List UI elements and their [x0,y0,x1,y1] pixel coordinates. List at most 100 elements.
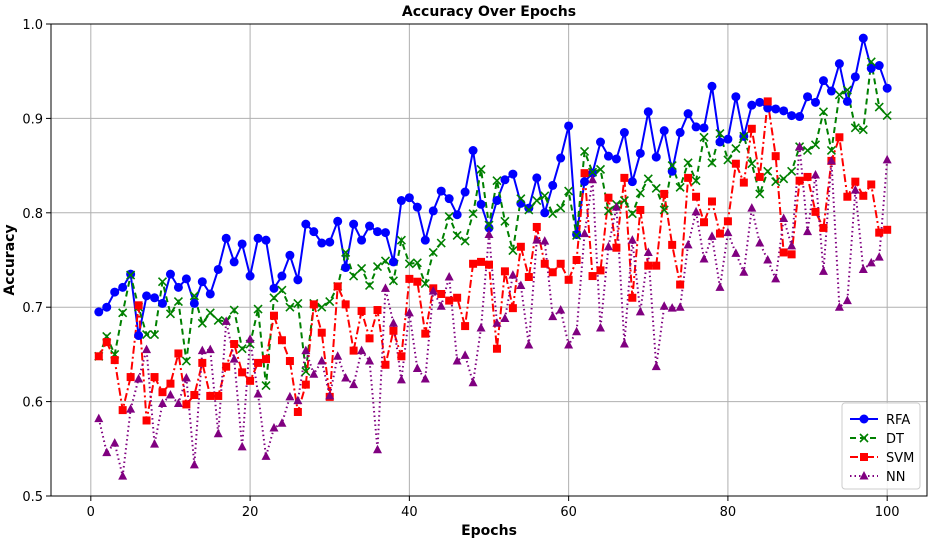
data-point-rfa [444,194,454,204]
data-point-rfa [818,76,828,86]
data-point-dt [349,271,359,281]
data-point-dt [691,176,701,186]
data-point-rfa [102,302,112,312]
data-point-nn [595,322,605,332]
data-point-rfa [253,233,263,243]
data-point-nn [205,344,215,354]
data-point-svm [285,357,294,366]
data-point-nn [237,441,247,451]
series-markers [94,33,892,480]
x-tick-label: 80 [720,505,737,520]
data-point-svm [580,169,589,178]
data-point-svm [875,228,884,237]
data-point-dt [818,107,829,117]
data-point-dt [428,247,438,258]
data-point-nn [420,373,430,383]
data-point-svm [381,360,390,369]
data-point-nn [484,229,494,239]
data-point-svm [166,379,175,388]
data-point-nn [102,447,112,457]
data-point-rfa [651,152,661,162]
data-point-nn [707,231,717,240]
data-point-dt [619,195,629,206]
data-point-nn [524,339,534,349]
data-point-dt [755,189,765,199]
data-point-svm [604,193,613,202]
data-point-svm [771,152,780,161]
data-point-rfa [468,145,478,155]
data-point-rfa [715,137,725,147]
data-point-svm [628,293,637,302]
data-point-svm [620,173,629,182]
data-point-dt [293,298,303,308]
axis-ticks: 0 20 40 60 80 100 0.5 0.6 0.7 0.8 0.9 1.0 [22,18,899,520]
data-point-nn [197,345,207,355]
data-point-nn [293,395,303,405]
x-tick-label: 60 [560,505,577,520]
data-point-svm [859,191,868,200]
data-point-svm [413,277,422,286]
data-point-nn [866,257,876,267]
data-point-nn [619,339,629,348]
data-point-rfa [229,257,239,267]
data-point-dt [173,296,183,307]
data-point-dt [229,305,239,315]
data-point-rfa [396,196,406,206]
data-point-nn [771,273,781,283]
data-point-nn [540,236,550,245]
data-point-rfa [301,219,311,229]
data-point-svm [262,355,271,364]
data-point-rfa [197,277,207,287]
data-point-rfa [118,282,128,292]
data-point-svm [731,159,740,168]
data-point-dt [213,315,223,325]
data-point-svm [365,334,374,343]
data-point-nn [691,206,701,216]
data-point-dt [763,166,773,176]
legend-label-svm: SVM [886,451,914,466]
data-point-rfa [643,107,653,117]
data-point-rfa [142,291,152,301]
data-point-svm [477,257,486,266]
data-point-nn [516,280,526,289]
data-point-dt [157,277,168,287]
data-point-svm [222,362,231,371]
data-point-rfa [858,33,868,43]
data-point-dt [118,308,128,318]
data-point-rfa [882,83,892,93]
data-point-dt [317,302,327,312]
data-point-svm [692,192,701,201]
data-point-dt [579,146,590,157]
data-point-rfa [795,112,805,122]
data-point-dt [548,209,558,219]
data-point-dt [149,330,160,340]
data-point-svm [524,272,533,281]
data-point-rfa [779,106,789,116]
data-point-svm [564,275,573,284]
data-point-rfa [508,169,518,179]
data-point-rfa [277,271,287,281]
data-point-rfa [436,186,446,196]
data-point-nn [373,444,383,454]
data-point-svm [269,311,278,320]
data-point-nn [325,390,335,400]
data-point-nn [118,471,128,480]
data-point-svm [516,242,525,251]
data-point-nn [659,301,669,310]
data-point-dt [834,90,844,100]
data-point-rfa [516,198,526,208]
data-point-dt [587,167,598,177]
data-point-rfa [357,235,367,245]
data-point-dt [372,262,383,272]
data-point-dt [404,259,414,269]
data-point-nn [556,305,566,314]
data-point-dt [572,230,582,241]
data-point-dt [285,302,295,312]
data-point-dt [683,158,693,168]
data-point-dt [341,247,351,258]
data-point-rfa [380,228,390,238]
data-point-svm [684,173,693,182]
data-point-svm [715,229,724,238]
data-point-svm [206,391,215,400]
data-point-svm [652,261,661,270]
